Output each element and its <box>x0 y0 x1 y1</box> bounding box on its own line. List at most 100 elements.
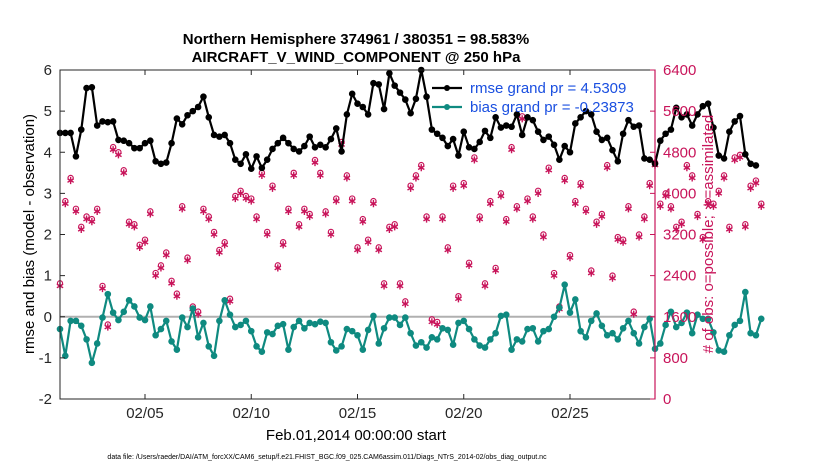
rmse-point <box>253 153 260 160</box>
bias-point <box>545 325 553 333</box>
bias-point <box>216 317 223 325</box>
obs-assimilated-point <box>630 310 638 318</box>
bias-point <box>184 323 191 331</box>
bias-point <box>242 317 250 325</box>
bias-point <box>178 314 186 321</box>
rmse-point <box>513 111 521 118</box>
bias-point <box>752 331 760 339</box>
bias-point <box>561 281 568 288</box>
bias-point <box>593 310 600 317</box>
bias-point <box>710 329 717 336</box>
rmse-point <box>524 113 531 121</box>
rmse-point <box>715 152 723 159</box>
rmse-point <box>285 139 292 147</box>
bias-point <box>247 327 255 335</box>
obs-assimilated-point <box>380 282 388 290</box>
obs-assimilated-point <box>215 248 223 257</box>
bias-point <box>263 329 271 336</box>
obs-assimilated-point <box>699 236 707 244</box>
obs-assimilated-point <box>205 215 213 223</box>
bias-point <box>253 343 260 350</box>
rmse-point <box>726 128 733 135</box>
bias-point <box>566 309 574 316</box>
bias-point <box>115 316 122 324</box>
obs-assimilated-point <box>274 264 282 272</box>
rmse-point <box>338 148 345 155</box>
rmse-point <box>232 156 239 163</box>
rmse-point <box>508 123 515 131</box>
rmse-point <box>147 137 154 145</box>
rmse-point <box>162 159 170 166</box>
bias-point <box>109 309 117 316</box>
obs-assimilated-point <box>454 295 462 303</box>
bias-point <box>237 321 244 329</box>
bias-point <box>720 348 728 356</box>
legend: rmse grand pr = 4.5309 bias grand pr = -… <box>432 80 634 116</box>
bias-point <box>317 318 324 325</box>
bias-point <box>290 323 298 331</box>
obs-assimilated-point <box>444 246 452 254</box>
rmse-point <box>428 126 436 133</box>
x-tick-label: 02/05 <box>126 405 164 422</box>
obs-assimilated-point <box>582 207 590 215</box>
rmse-point <box>476 138 483 146</box>
rmse-point <box>402 96 409 103</box>
obs-assimilated-point <box>619 238 627 246</box>
obs-assimilated-point <box>757 202 765 210</box>
bias-point <box>465 325 473 333</box>
obs-assimilated-point <box>545 166 553 174</box>
obs-assimilated-point <box>492 266 500 275</box>
bias-point <box>152 331 159 339</box>
bias-point <box>136 314 143 321</box>
rmse-point <box>157 160 165 168</box>
bias-series <box>56 281 765 367</box>
rmse-point <box>322 144 329 151</box>
rmse-point <box>550 141 558 149</box>
bias-point <box>556 304 563 312</box>
rmse-point <box>168 139 175 147</box>
rmse-point <box>354 100 361 108</box>
obs-assimilated-point <box>231 194 239 203</box>
bias-point <box>630 329 638 337</box>
bias-point <box>306 319 313 327</box>
rmse-point <box>540 136 547 144</box>
bias-point <box>412 342 420 349</box>
bias-point <box>757 315 765 323</box>
obs-assimilated-point <box>109 146 117 154</box>
rmse-point <box>67 129 74 137</box>
obs-assimilated-point <box>279 241 287 249</box>
obs-assimilated-point <box>646 182 654 190</box>
obs-assimilated-point <box>120 169 128 177</box>
bias-point <box>635 340 643 347</box>
rmse-point <box>439 134 446 142</box>
obs-assimilated-point <box>417 164 425 172</box>
bias-point <box>704 315 712 323</box>
bias-point <box>194 334 202 341</box>
obs-assimilated-point <box>322 210 330 218</box>
y2-tick-label: 3200 <box>663 227 696 244</box>
footnote: data file: /Users/raeder/DAI/ATM_forcXX/… <box>107 454 547 461</box>
bias-point <box>311 320 319 328</box>
obs-assimilated-point <box>77 225 85 233</box>
obs-assimilated-point <box>407 184 415 192</box>
rmse-point <box>364 111 372 118</box>
rmse-point <box>184 111 191 119</box>
chart-subtitle: AIRCRAFT_V_WIND_COMPONENT @ 250 hPa <box>192 49 522 66</box>
rmse-point <box>226 139 234 147</box>
obs-assimilated-point <box>603 164 611 172</box>
bias-point <box>83 336 90 343</box>
rmse-point <box>625 116 632 124</box>
rmse-point <box>683 111 691 118</box>
y-tick-label: -1 <box>39 350 52 367</box>
obs-assimilated-point <box>99 284 106 293</box>
obs-assimilated-point <box>61 200 69 208</box>
rmse-point <box>635 122 643 129</box>
rmse-point <box>460 128 468 135</box>
obs-assimilated-point <box>290 171 298 179</box>
rmse-point <box>72 153 80 160</box>
rmse-point <box>561 142 568 150</box>
obs-assimilated-point <box>396 282 404 290</box>
rmse-point <box>641 155 648 162</box>
obs-assimilated-point <box>412 174 420 182</box>
obs-assimilated-point <box>481 282 489 290</box>
